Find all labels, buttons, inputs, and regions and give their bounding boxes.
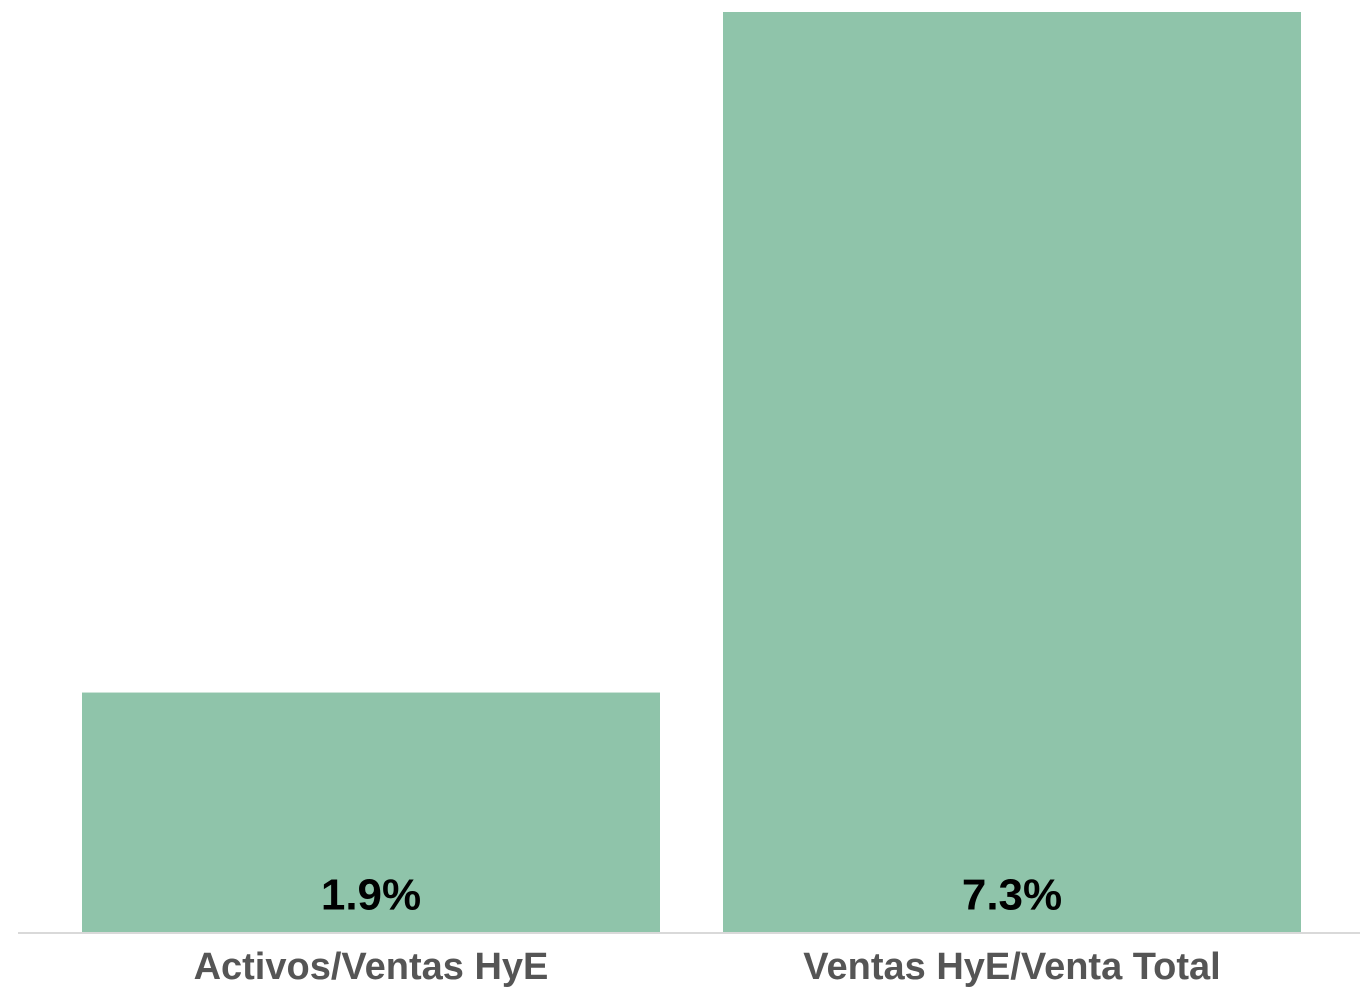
data-label: 7.3% — [962, 871, 1062, 920]
data-label: 1.9% — [321, 871, 421, 920]
bar — [82, 692, 660, 932]
bar — [723, 12, 1301, 932]
x-tick-label: Activos/Ventas HyE — [194, 946, 549, 988]
x-tick-label: Ventas HyE/Venta Total — [803, 946, 1220, 988]
